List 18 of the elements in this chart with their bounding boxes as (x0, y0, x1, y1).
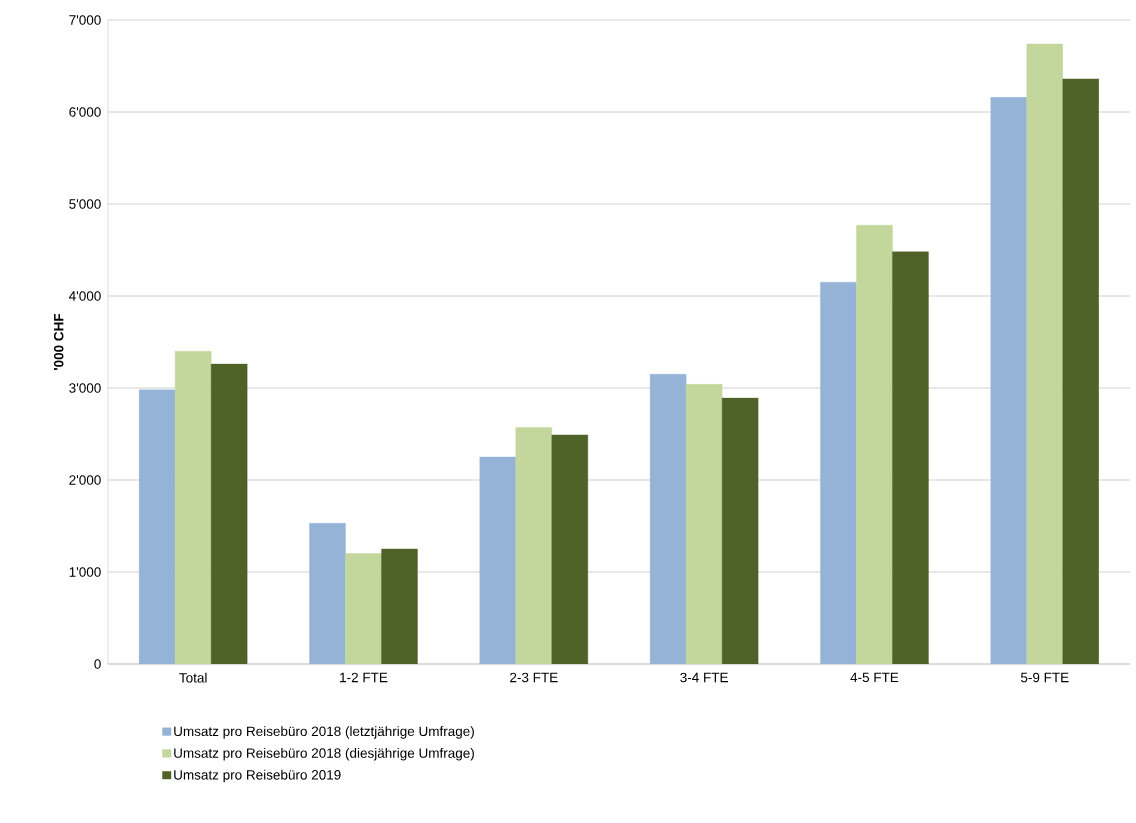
y-tick-label: 4'000 (69, 291, 101, 301)
y-tick-label: 1'000 (69, 567, 101, 577)
x-tick-label: 2-3 FTE (510, 672, 558, 683)
x-tick-label: 4-5 FTE (850, 672, 899, 683)
y-axis-title: '000 CHF (53, 313, 64, 370)
x-tick-label: 5-9 FTE (1020, 672, 1069, 683)
x-tick-label: 3-4 FTE (680, 672, 728, 683)
legend-label: Umsatz pro Reisebüro 2019 (174, 769, 341, 783)
legend-label: Umsatz pro Reisebüro 2018 (letztjährige Umfrage) (174, 726, 474, 739)
y-tick-label: 5'000 (69, 199, 101, 209)
y-tick-label: 7'000 (69, 15, 101, 25)
y-tick-label: 0 (94, 659, 101, 669)
y-tick-label: 6'000 (69, 107, 101, 117)
y-tick-label: 2'000 (69, 475, 101, 485)
y-tick-label: 3'000 (69, 383, 101, 393)
x-tick-label: Total (179, 672, 207, 683)
legend-label: Umsatz pro Reisebüro 2018 (diesjährige Umfrage) (174, 747, 474, 761)
x-tick-label: 1-2 FTE (340, 672, 388, 683)
